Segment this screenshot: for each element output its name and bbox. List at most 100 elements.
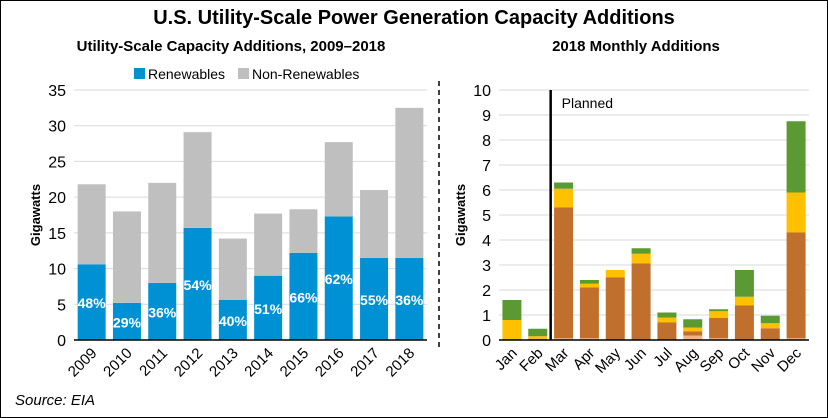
right-chart-title: 2018 Monthly Additions [552, 38, 720, 55]
left-xtick-label: 2015 [277, 345, 313, 381]
left-bar-renewables [112, 302, 141, 340]
left-bar-renewables [395, 257, 424, 340]
right-bar-series-2 [734, 296, 754, 306]
right-xtick-label: Mar [542, 345, 572, 375]
legend-swatch [238, 68, 249, 79]
left-bar-non-renewables [254, 213, 283, 276]
left-data-label: 62% [325, 271, 354, 287]
right-ytick-label: 9 [482, 108, 491, 125]
right-bar-series-3 [709, 309, 729, 312]
right-bar-series-1 [683, 331, 703, 336]
right-bar-series-2 [554, 188, 574, 208]
left-xtick-label: 2010 [100, 345, 136, 381]
right-bar-series-0 [554, 338, 574, 340]
right-bar-series-2 [683, 327, 703, 332]
right-xtick-label: Jun [621, 345, 650, 374]
left-ytick-label: 20 [48, 190, 66, 207]
right-bar-series-1 [786, 232, 806, 339]
left-bar-renewables [218, 300, 247, 340]
left-ytick-label: 15 [48, 226, 66, 243]
right-bar-series-0 [786, 338, 806, 340]
right-bar-series-2 [709, 311, 729, 318]
right-ytick-label: 10 [473, 83, 491, 100]
right-bar-series-3 [683, 319, 703, 328]
right-bar-series-1 [760, 328, 780, 340]
left-data-label: 36% [148, 304, 177, 320]
right-ytick-label: 4 [482, 233, 491, 250]
right-xtick-label: Jul [650, 345, 676, 371]
legend-label: Non-Renewables [252, 66, 359, 82]
source-note: Source: EIA [15, 392, 96, 409]
left-bar-renewables [77, 264, 106, 340]
right-xtick-label: Oct [725, 344, 754, 373]
left-ytick-label: 25 [48, 154, 66, 171]
left-bar-renewables [289, 252, 318, 340]
left-bar-non-renewables [360, 190, 389, 258]
right-bar-series-2 [502, 320, 522, 339]
left-bar-non-renewables [395, 107, 424, 258]
right-xtick-label: Aug [671, 345, 702, 376]
right-bar-series-3 [554, 182, 574, 189]
right-bar-series-3 [786, 121, 806, 193]
right-bar-series-2 [605, 270, 625, 278]
right-bar-series-1 [631, 263, 651, 340]
right-bar-series-1 [554, 207, 574, 339]
legend-label: Renewables [148, 66, 225, 82]
left-data-label: 55% [360, 292, 389, 308]
main-title: U.S. Utility-Scale Power Generation Capa… [153, 7, 675, 29]
right-xtick-label: Dec [774, 344, 805, 375]
right-ytick-label: 0 [482, 333, 491, 350]
right-ytick-label: 7 [482, 158, 491, 175]
left-data-label: 66% [289, 289, 318, 305]
left-xtick-label: 2016 [312, 345, 348, 381]
right-bar-series-2 [786, 192, 806, 233]
right-bar-series-3 [631, 248, 651, 254]
right-xtick-label: Sep [697, 345, 728, 376]
left-xtick-label: 2017 [347, 345, 383, 381]
left-bar-renewables [360, 257, 389, 340]
left-ytick-label: 10 [48, 262, 66, 279]
right-bar-series-1 [734, 305, 754, 340]
right-bar-series-2 [579, 283, 599, 288]
right-bar-series-3 [760, 315, 780, 324]
left-data-label: 48% [78, 295, 107, 311]
right-ytick-label: 3 [482, 258, 491, 275]
left-xtick-label: 2014 [241, 345, 277, 381]
right-y-axis-label: Gigawatts [453, 184, 468, 246]
left-bar-renewables [254, 275, 283, 340]
right-ytick-label: 6 [482, 183, 491, 200]
left-bar-non-renewables [218, 238, 247, 300]
right-xtick-label: Feb [516, 345, 546, 375]
right-bar-series-2 [657, 317, 677, 323]
left-bar-non-renewables [289, 209, 318, 253]
right-xtick-label: May [592, 344, 624, 376]
left-chart-title: Utility-Scale Capacity Additions, 2009–2… [76, 38, 386, 55]
left-bar-non-renewables [183, 132, 212, 228]
left-ytick-label: 30 [48, 119, 66, 136]
left-bar-non-renewables [324, 142, 353, 217]
right-ytick-label: 8 [482, 133, 491, 150]
left-y-axis-label: Gigawatts [28, 184, 43, 246]
left-bar-non-renewables [148, 182, 177, 283]
right-xtick-label: Nov [748, 344, 779, 375]
right-bar-series-1 [579, 287, 599, 339]
left-xtick-label: 2013 [206, 345, 242, 381]
right-bar-series-0 [683, 335, 703, 340]
right-bar-series-3 [657, 312, 677, 318]
right-ytick-label: 1 [482, 308, 491, 325]
right-xtick-label: Jan [492, 345, 521, 374]
left-bar-renewables [324, 216, 353, 340]
left-ytick-label: 35 [48, 83, 66, 100]
right-bar-series-2 [760, 323, 780, 329]
left-bar-non-renewables [112, 211, 141, 303]
left-xtick-label: 2011 [136, 345, 171, 380]
left-bar-non-renewables [77, 184, 106, 265]
right-bar-series-3 [734, 270, 754, 297]
right-ytick-label: 2 [482, 283, 491, 300]
right-xtick-label: Apr [570, 345, 599, 374]
right-bar-series-0 [709, 338, 729, 340]
left-data-label: 40% [219, 313, 248, 329]
right-ytick-label: 5 [482, 208, 491, 225]
